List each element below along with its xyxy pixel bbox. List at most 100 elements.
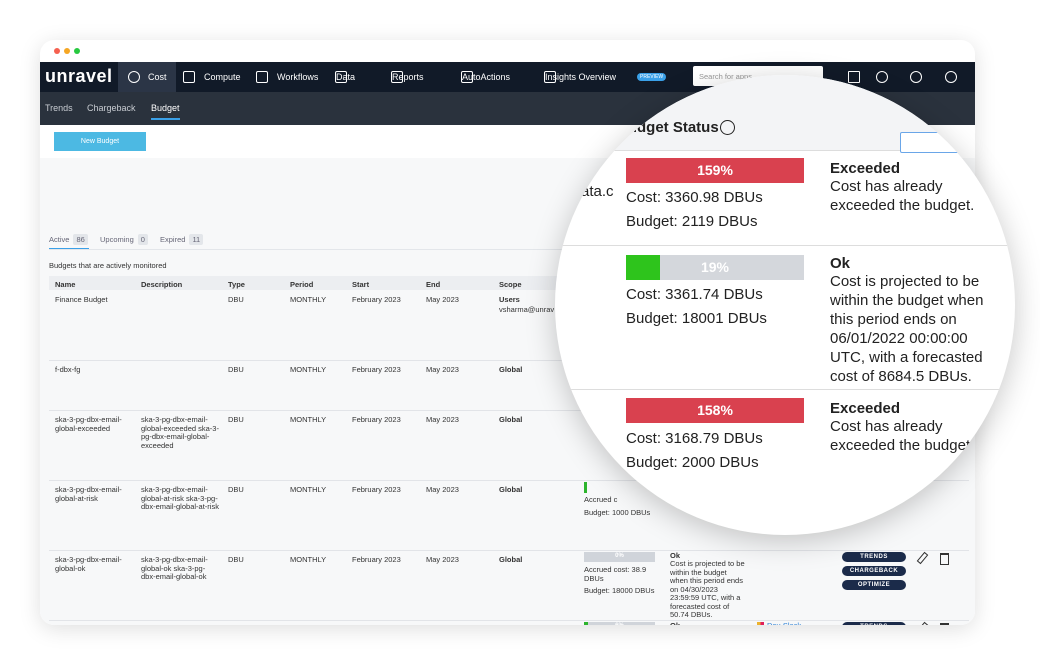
row-divider xyxy=(49,550,969,551)
table-cell: May 2023 xyxy=(426,415,459,424)
new-budget-button: New Budget xyxy=(54,132,146,151)
tab-label: Upcoming xyxy=(100,235,134,244)
row-divider xyxy=(555,389,1015,390)
table-cell: MONTHLY xyxy=(290,485,327,494)
nav-icon xyxy=(183,71,195,83)
nav-icon xyxy=(128,71,140,83)
budget: Budget: 18001 DBUs xyxy=(626,310,767,327)
slack-icon xyxy=(757,622,764,625)
row-divider xyxy=(49,360,969,361)
tab-count: 11 xyxy=(189,234,204,245)
table-cell: ska-3-pg-dbx-email-global-exceeded xyxy=(55,415,122,433)
sub-nav-item: Budget xyxy=(151,103,180,120)
table-cell: Finance Budget xyxy=(55,295,108,304)
brand: unravel xyxy=(45,66,113,86)
table-cell: February 2023 xyxy=(352,415,401,424)
active-tab-bg xyxy=(118,62,176,92)
row-divider xyxy=(49,410,969,411)
table-cell: Users xyxy=(499,295,520,304)
tab-count: 86 xyxy=(73,234,88,245)
delete-icon xyxy=(940,623,949,625)
info-icon xyxy=(720,120,735,135)
column-header: Type xyxy=(228,280,245,289)
magnifier-title: Budget Status xyxy=(617,119,719,136)
progress-bar: 158% xyxy=(626,398,804,423)
tab-label: Active xyxy=(49,235,70,244)
notification: Dev-Slack xyxy=(767,621,801,625)
nav-icon xyxy=(461,71,473,83)
status-message: Cost is projected to be within the budge… xyxy=(830,273,984,385)
tab: Upcoming 0 xyxy=(100,234,148,245)
table-cell: May 2023 xyxy=(426,365,459,374)
nav-icon xyxy=(391,71,403,83)
column-header: Scope xyxy=(499,280,522,289)
table-cell: ska-3-pg-dbx-email-global-at-risk ska-3-… xyxy=(141,485,219,511)
table-cell: May 2023 xyxy=(426,295,459,304)
cost: Cost: 3168.79 DBUs xyxy=(626,430,763,447)
column-header: Name xyxy=(55,280,76,289)
status: Ok xyxy=(670,621,680,625)
progress-label: 0% xyxy=(615,553,624,559)
sub-nav-item: Trends xyxy=(45,103,73,113)
budget: Budget: 2119 DBUs xyxy=(626,213,758,230)
row-divider xyxy=(555,245,1015,246)
budget: Budget: 2000 DBUs xyxy=(626,454,759,471)
column-header: Period xyxy=(290,280,314,289)
action-button: TRENDS xyxy=(842,622,906,625)
tab-label: Expired xyxy=(160,235,186,244)
status: Exceeded xyxy=(830,400,901,417)
progress-bar: 0% xyxy=(584,552,655,562)
nav-item: AutoActions xyxy=(462,72,511,82)
table-cell: February 2023 xyxy=(352,555,401,564)
window-dot xyxy=(74,48,80,54)
progress-bar: 6% xyxy=(584,622,655,625)
table-cell: February 2023 xyxy=(352,365,401,374)
progress-label: 158% xyxy=(697,402,733,418)
table-cell: Global xyxy=(499,555,523,564)
table-cell: MONTHLY xyxy=(290,415,327,424)
action-button: CHARGEBACK xyxy=(842,566,906,576)
progress-label: 159% xyxy=(697,162,733,178)
table-cell: DBU xyxy=(228,485,244,494)
progress-fill xyxy=(584,482,587,493)
table-cell: Accrued cost: 38.9 DBUs xyxy=(584,565,647,583)
table-cell: vsharma@unrav xyxy=(499,305,555,314)
search-box xyxy=(900,132,962,153)
table-cell: Global xyxy=(499,415,523,424)
table-cell: DBU xyxy=(228,555,244,564)
progress-bar: 19% xyxy=(626,255,804,280)
cost: Cost: 3361.74 DBUs xyxy=(626,286,763,303)
table-cell: MONTHLY xyxy=(290,295,327,304)
sub-nav-item: Chargeback xyxy=(87,103,136,113)
table-cell: ska-3-pg-dbx-email-global-exceeded ska-3… xyxy=(141,415,219,450)
tab-rule xyxy=(49,249,969,250)
table-cell: Budget: 18000 DBUs xyxy=(584,586,655,595)
status: Ok xyxy=(830,255,851,272)
nav-icon xyxy=(256,71,268,83)
table-cell: February 2023 xyxy=(352,485,401,494)
row-divider xyxy=(49,480,969,481)
progress-label: 19% xyxy=(700,259,730,275)
progress-bar: 159% xyxy=(626,158,804,183)
table-cell: DBU xyxy=(228,295,244,304)
nav-item: Cost xyxy=(148,72,167,82)
window-dot xyxy=(54,48,60,54)
status-message: Cost is projected to be within the budge… xyxy=(670,559,745,619)
table-cell: MONTHLY xyxy=(290,555,327,564)
nav-item: Workflows xyxy=(277,72,319,82)
table-cell: Budget: 1000 DBUs xyxy=(584,508,651,517)
column-header: End xyxy=(426,280,441,289)
nav-item: Compute xyxy=(204,72,241,82)
nav-item: Data xyxy=(336,72,356,82)
status: Exceeded xyxy=(830,160,901,177)
table-cell: ska-3-pg-dbx-email-global-ok ska-3-pg-db… xyxy=(141,555,208,581)
nav-icon xyxy=(335,71,347,83)
column-header: Description xyxy=(141,280,183,289)
table-cell: ska-3-pg-dbx-email-global-ok xyxy=(55,555,122,573)
progress-fill xyxy=(626,398,804,423)
table-cell: Global xyxy=(499,485,523,494)
tab: Active 86 xyxy=(49,234,88,245)
status: Ok xyxy=(670,551,681,560)
status-message: Cost has already exceeded the budget xyxy=(830,418,971,454)
